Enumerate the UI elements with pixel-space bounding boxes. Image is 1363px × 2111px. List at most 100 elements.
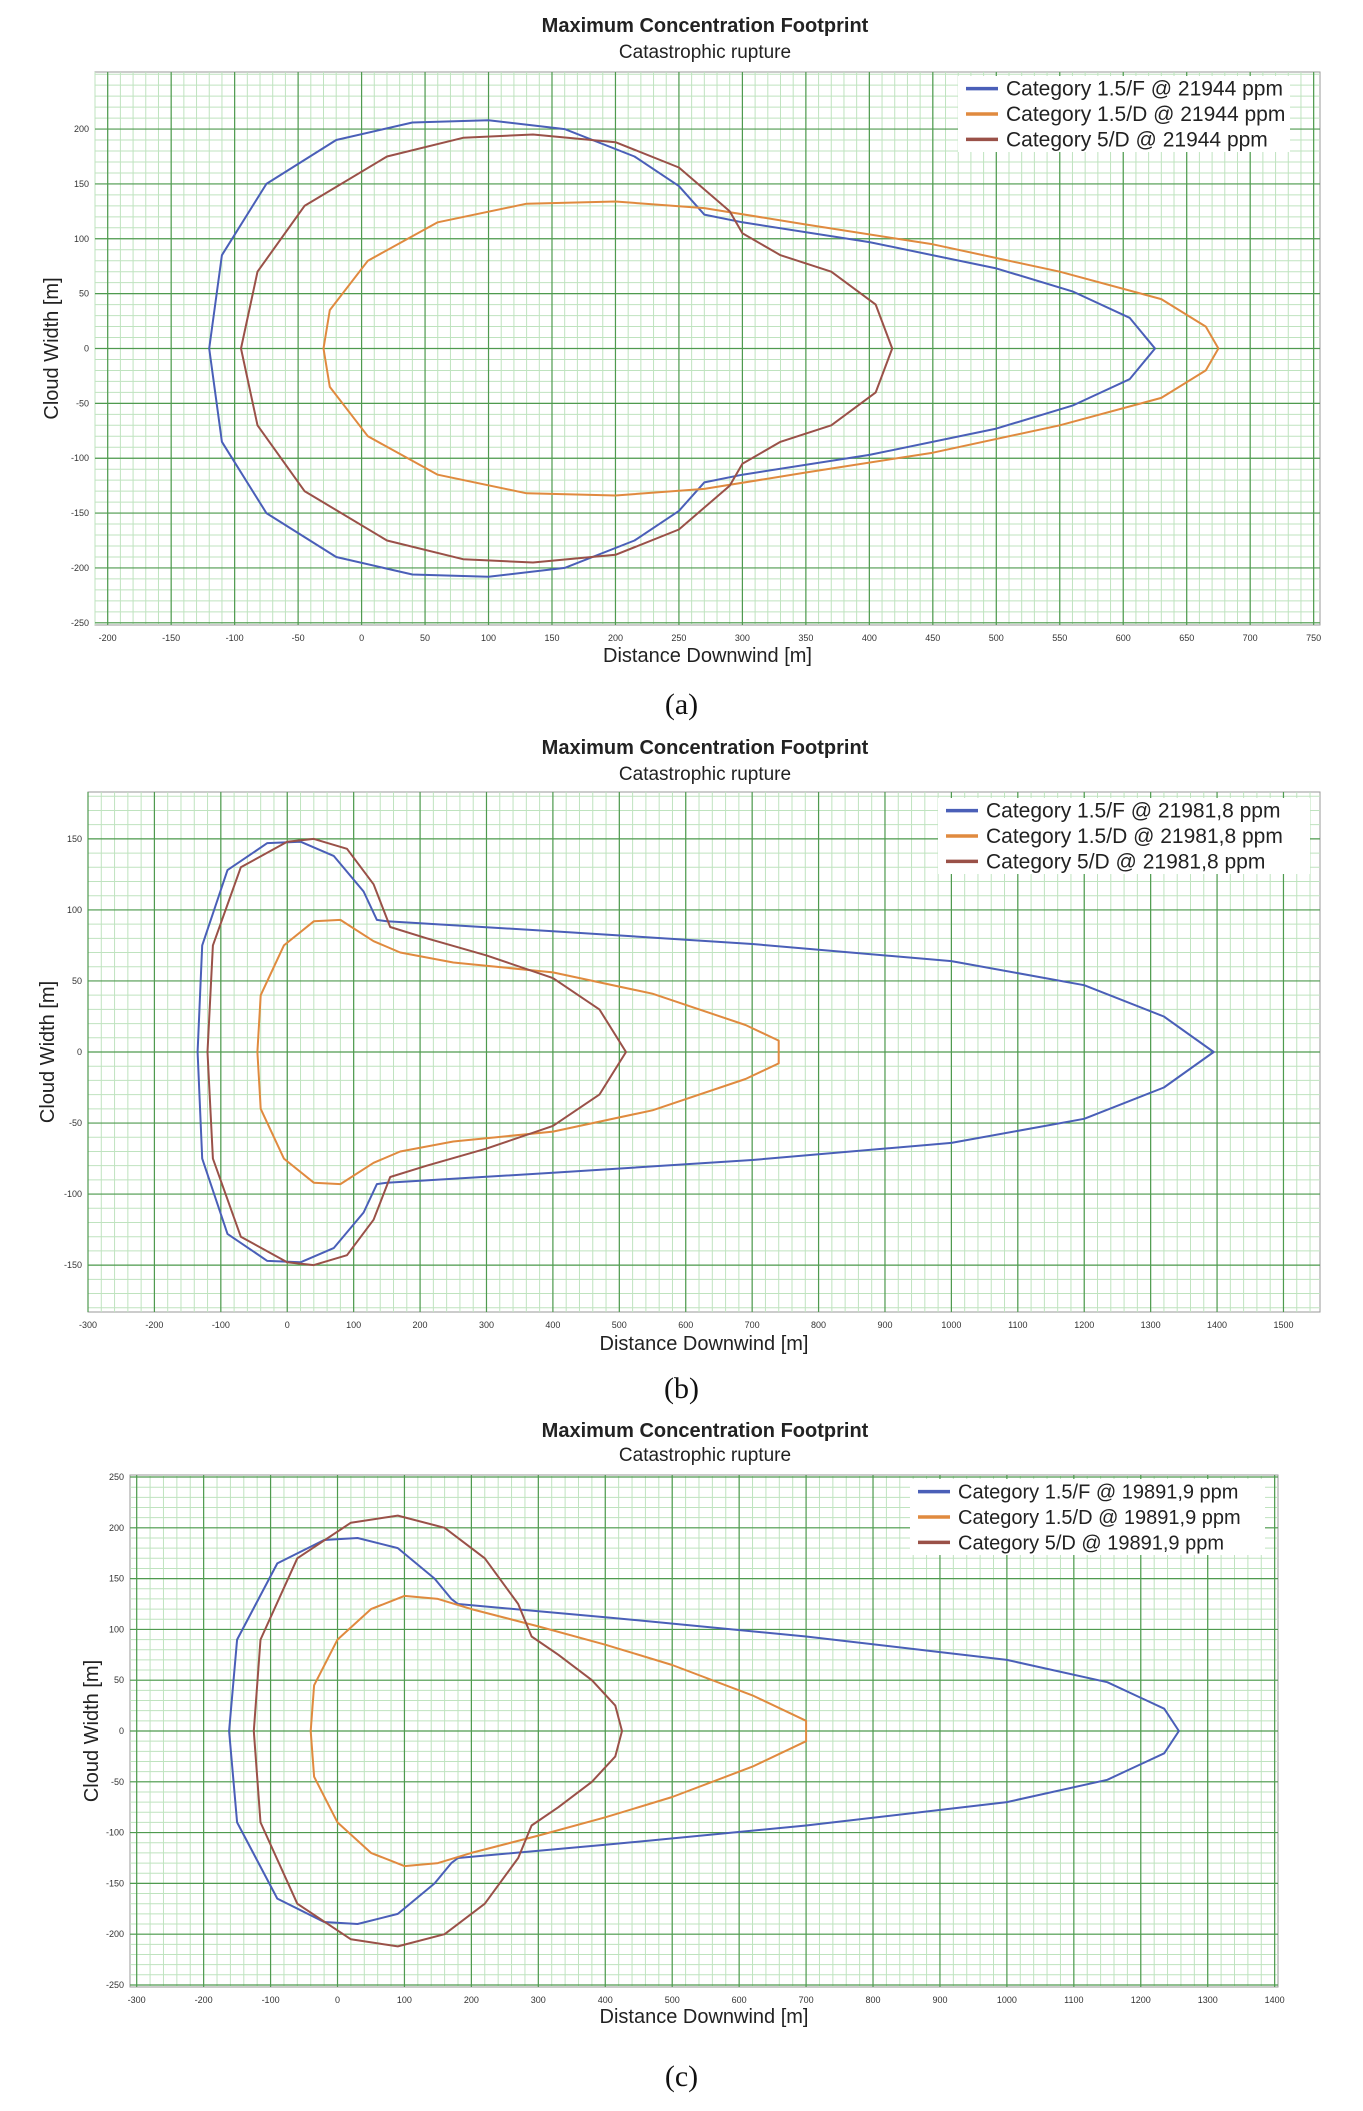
y-tick-label: -200	[71, 563, 89, 573]
chart-subtitle: Catastrophic rupture	[619, 764, 791, 785]
y-tick-label: 50	[72, 976, 82, 986]
x-tick-label: 700	[799, 1995, 814, 2005]
x-axis-label: Distance Downwind [m]	[603, 645, 812, 667]
x-tick-label: -200	[99, 633, 117, 643]
x-tick-label: 1100	[1064, 1995, 1083, 2005]
series-line-1	[196, 840, 1215, 1264]
legend-label-2: Category 1.5/D @ 21944 ppm	[1006, 103, 1285, 126]
caption-b: (b)	[664, 1372, 699, 1405]
legend-label-3: Category 5/D @ 21981,8 ppm	[986, 850, 1265, 873]
major-grid	[130, 1475, 1278, 1987]
x-tick-label: 1400	[1265, 1995, 1285, 2005]
x-tick-label: 300	[735, 633, 750, 643]
legend-label-2: Category 1.5/D @ 19891,9 ppm	[958, 1507, 1241, 1529]
y-tick-label: -50	[76, 398, 89, 408]
x-tick-label: 800	[811, 1320, 826, 1330]
y-tick-label: 200	[109, 1523, 124, 1533]
y-tick-label: -250	[106, 1980, 124, 1990]
x-tick-label: 1300	[1141, 1320, 1161, 1330]
y-tick-label: 100	[74, 234, 89, 244]
x-tick-label: 200	[464, 1995, 479, 2005]
series-line-1	[228, 1537, 1180, 1925]
y-tick-label: 150	[67, 834, 82, 844]
x-tick-label: 1100	[1008, 1320, 1027, 1330]
x-tick-label: 200	[413, 1320, 428, 1330]
x-tick-label: 1400	[1207, 1320, 1227, 1330]
chart-subtitle: Catastrophic rupture	[619, 42, 791, 63]
x-tick-label: 100	[481, 633, 496, 643]
x-tick-label: 900	[932, 1995, 947, 2005]
x-tick-label: -100	[226, 633, 244, 643]
legend-label-1: Category 1.5/F @ 21944 ppm	[1006, 78, 1283, 101]
y-axis-label: Cloud Width [m]	[81, 1660, 103, 1802]
y-tick-label: 0	[77, 1047, 82, 1057]
y-tick-label: 150	[109, 1574, 124, 1584]
x-tick-label: 0	[285, 1320, 290, 1330]
x-tick-label: 400	[545, 1320, 560, 1330]
y-tick-label: 50	[79, 289, 89, 299]
x-tick-label: 1200	[1131, 1995, 1151, 2005]
legend-label-2: Category 1.5/D @ 21981,8 ppm	[986, 825, 1283, 848]
x-tick-label: 600	[732, 1995, 747, 2005]
x-tick-label: -200	[145, 1320, 163, 1330]
x-tick-label: 500	[612, 1320, 627, 1330]
series-line-2	[256, 918, 780, 1186]
y-tick-label: 150	[74, 179, 89, 189]
series-line-2	[322, 200, 1220, 497]
x-tick-label: 800	[866, 1995, 881, 2005]
chart-a: -200 -150 -100 -50 0 50 100 150 200 250 300 350 400 4…	[41, 15, 1321, 667]
x-tick-label: 150	[544, 633, 559, 643]
x-tick-label: 500	[665, 1995, 680, 2005]
chart-title: Maximum Concentration Footprint	[542, 1420, 869, 1442]
x-tick-label: 700	[745, 1320, 760, 1330]
series-line-3	[240, 133, 894, 564]
x-tick-label: -200	[195, 1995, 213, 2005]
x-tick-label: -300	[79, 1320, 97, 1330]
x-tick-label: 600	[1116, 633, 1131, 643]
x-tick-label: 600	[678, 1320, 693, 1330]
x-tick-label: 550	[1052, 633, 1067, 643]
x-tick-label: 1300	[1198, 1995, 1218, 2005]
chart-subtitle: Catastrophic rupture	[619, 1445, 791, 1466]
x-tick-label: 500	[989, 633, 1004, 643]
x-tick-label: 1200	[1074, 1320, 1094, 1330]
series-line-2	[309, 1594, 808, 1868]
x-tick-label: 700	[1243, 633, 1258, 643]
figure-panel-c: -300 -200 -100 0 100 200 300 400 500 600 700 800 900…	[0, 1407, 1363, 2067]
x-tick-label: 900	[877, 1320, 892, 1330]
y-tick-label: -150	[106, 1878, 124, 1888]
chart-title: Maximum Concentration Footprint	[542, 15, 869, 37]
x-tick-label: 400	[862, 633, 877, 643]
x-tick-label: 0	[359, 633, 364, 643]
y-tick-label: -150	[71, 508, 89, 518]
legend-label-1: Category 1.5/F @ 21981,8 ppm	[986, 800, 1280, 823]
y-tick-label: -100	[64, 1189, 82, 1199]
x-tick-label: 650	[1179, 633, 1194, 643]
x-tick-label: 0	[335, 1995, 340, 2005]
x-tick-label: 100	[346, 1320, 361, 1330]
legend-box	[958, 76, 1290, 152]
x-tick-label: 400	[598, 1995, 613, 2005]
x-tick-label: 300	[531, 1995, 546, 2005]
y-tick-label: 250	[109, 1472, 124, 1482]
y-tick-label: -200	[106, 1929, 124, 1939]
y-tick-label: -250	[71, 618, 89, 628]
chart-c: -300 -200 -100 0 100 200 300 400 500 600 700 800 900…	[81, 1420, 1285, 2028]
y-tick-label: -50	[69, 1118, 82, 1128]
legend-label-3: Category 5/D @ 21944 ppm	[1006, 128, 1268, 151]
chart-title: Maximum Concentration Footprint	[542, 737, 869, 759]
x-tick-label: 250	[671, 633, 686, 643]
x-tick-label: -100	[212, 1320, 230, 1330]
x-tick-label: 1500	[1273, 1320, 1293, 1330]
legend-box	[910, 1479, 1265, 1555]
x-tick-label: 200	[608, 633, 623, 643]
y-axis-label: Cloud Width [m]	[41, 277, 63, 419]
y-tick-label: 100	[67, 905, 82, 915]
y-tick-label: 50	[114, 1675, 124, 1685]
x-tick-label: 100	[397, 1995, 412, 2005]
x-tick-label: 750	[1306, 633, 1321, 643]
series-line-3	[252, 1514, 623, 1948]
x-tick-label: 450	[925, 633, 940, 643]
series-line-1	[208, 119, 1156, 578]
